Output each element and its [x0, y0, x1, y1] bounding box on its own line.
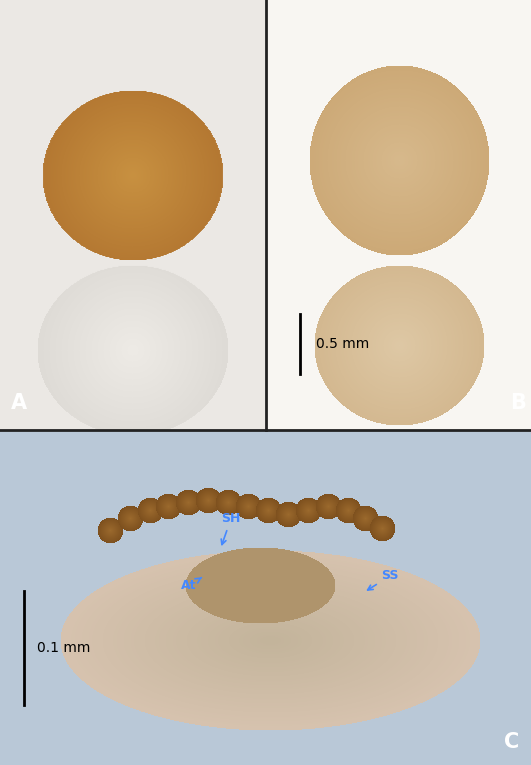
Text: 0.1 mm: 0.1 mm	[37, 641, 91, 655]
Text: B: B	[510, 392, 526, 413]
Text: At: At	[181, 578, 201, 592]
Text: SS: SS	[367, 569, 399, 590]
Text: A: A	[11, 392, 27, 413]
Text: 0.5 mm: 0.5 mm	[316, 337, 369, 351]
Text: SH: SH	[221, 513, 241, 545]
Text: C: C	[504, 731, 520, 751]
